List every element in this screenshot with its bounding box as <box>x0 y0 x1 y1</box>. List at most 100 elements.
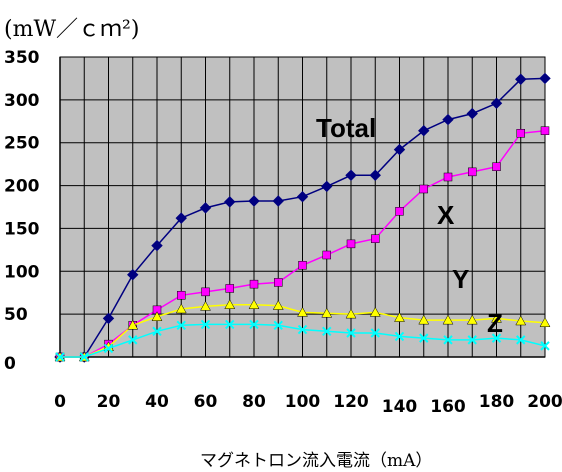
data-point-z <box>297 324 308 335</box>
data-point-y <box>515 315 527 326</box>
data-point-total <box>224 196 236 208</box>
data-point-y <box>272 300 284 310</box>
data-point-total <box>393 143 406 156</box>
y-tick-label: 350 <box>4 48 40 68</box>
data-point-z <box>200 319 211 330</box>
data-point-total <box>151 239 163 252</box>
data-point-y <box>248 299 260 309</box>
data-point-x <box>492 162 501 171</box>
data-point-y <box>466 314 478 325</box>
y-tick-label: 150 <box>4 219 40 239</box>
data-point-z <box>346 328 356 338</box>
x-tick-label: 120 <box>333 392 369 412</box>
data-point-x <box>516 129 525 138</box>
data-point-z <box>152 326 162 336</box>
data-point-total <box>490 97 503 109</box>
x-tick-label: 180 <box>479 392 515 412</box>
series-label-total: Total <box>316 113 376 143</box>
data-point-z <box>79 352 89 362</box>
data-point-z <box>443 335 453 345</box>
data-point-total <box>442 113 454 126</box>
data-point-total <box>539 72 551 85</box>
data-point-total <box>296 191 309 203</box>
data-point-x <box>177 291 186 300</box>
series-label-x: X <box>437 200 455 230</box>
data-point-y <box>394 312 405 322</box>
data-point-z <box>322 326 332 336</box>
y-tick-labels: 0 50 100 150 200 250 300 350 <box>4 48 40 374</box>
x-tick-label: 140 <box>382 397 418 417</box>
data-point-y <box>418 314 430 325</box>
data-point-total <box>102 312 115 325</box>
data-point-total <box>127 269 139 281</box>
y-tick-label: 50 <box>4 305 28 325</box>
data-point-y <box>297 306 308 317</box>
data-point-z <box>103 343 114 354</box>
y-tick-label: 200 <box>4 177 40 197</box>
x-tick-label: 160 <box>430 397 466 417</box>
data-point-y <box>442 314 454 325</box>
series-y <box>54 299 551 362</box>
data-point-z <box>128 335 138 345</box>
data-point-total <box>199 202 212 214</box>
data-point-z <box>55 352 65 362</box>
data-point-z <box>516 335 526 345</box>
x-tick-label: 80 <box>242 392 266 412</box>
data-point-z <box>225 319 235 330</box>
series-labels: Total X Y Z <box>316 113 503 338</box>
series-label-y: Y <box>452 264 469 294</box>
data-point-y <box>224 299 236 309</box>
data-point-x <box>371 234 380 243</box>
x-tick-labels: 0 20 40 60 80 100 120 140 160 180 200 <box>54 392 562 417</box>
data-point-z <box>273 320 283 330</box>
x-tick-label: 60 <box>194 392 218 412</box>
series-label-z: Z <box>487 308 503 338</box>
data-point-total <box>248 195 260 207</box>
data-point-x <box>249 279 259 289</box>
data-point-y <box>151 311 163 321</box>
y-tick-label: 100 <box>4 262 40 282</box>
data-point-y <box>200 300 211 311</box>
data-point-total <box>272 195 284 207</box>
data-point-total <box>369 169 381 181</box>
y-unit-label: (mW／ｃｍ²) <box>4 17 139 42</box>
data-point-y <box>539 317 551 327</box>
series-z <box>55 319 550 362</box>
data-point-x <box>395 207 404 216</box>
data-point-total <box>466 107 478 120</box>
data-point-z <box>176 320 186 330</box>
series-group <box>54 72 551 363</box>
x-axis-label: マグネトロン流入電流（mA） <box>200 451 432 471</box>
data-point-y <box>175 303 187 314</box>
data-point-x <box>419 184 428 194</box>
data-point-x <box>274 278 283 287</box>
y-tick-label: 250 <box>4 134 40 154</box>
data-point-total <box>345 169 357 181</box>
y-tick-label: 0 <box>4 354 16 374</box>
data-point-z <box>540 341 550 351</box>
data-point-total <box>175 212 187 224</box>
data-point-z <box>394 331 405 342</box>
x-tick-label: 0 <box>54 392 66 412</box>
data-point-x <box>201 287 210 297</box>
data-point-z <box>419 333 429 343</box>
x-tick-label: 200 <box>527 392 562 412</box>
data-point-z <box>249 319 259 330</box>
data-point-y <box>127 319 139 330</box>
y-tick-label: 300 <box>4 91 40 111</box>
series-x <box>55 126 550 362</box>
data-point-y <box>369 306 381 317</box>
data-point-x <box>298 261 307 270</box>
x-tick-label: 100 <box>285 392 321 412</box>
data-point-y <box>345 308 357 319</box>
data-point-z <box>467 335 477 345</box>
data-point-z <box>370 328 380 338</box>
data-point-y <box>321 307 333 318</box>
data-point-total <box>418 125 430 137</box>
x-tick-label: 20 <box>97 392 121 412</box>
data-point-x <box>346 239 356 249</box>
plot-border <box>59 56 546 358</box>
x-tick-label: 40 <box>145 392 169 412</box>
data-point-x <box>443 172 453 182</box>
